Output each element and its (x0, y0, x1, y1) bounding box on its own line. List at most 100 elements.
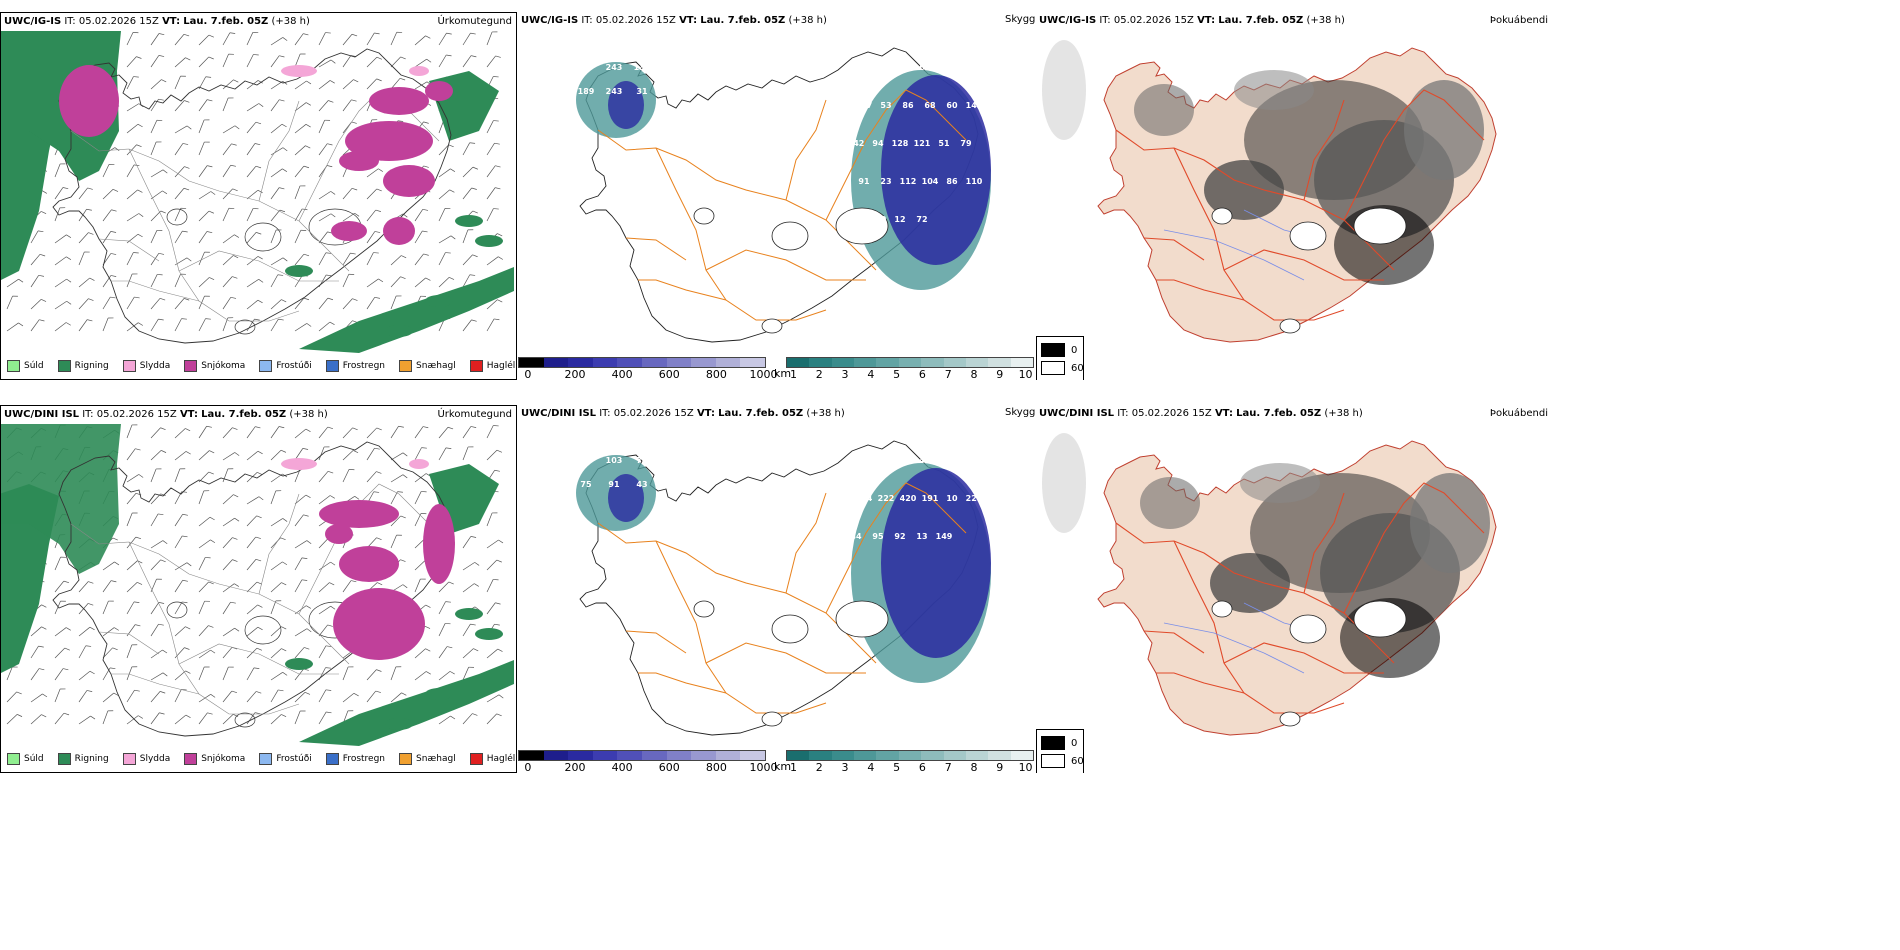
wind-barb (102, 317, 114, 332)
road-line (178, 643, 339, 675)
param-title: Úrkomutegund (437, 16, 512, 27)
colorbar-unit: km (774, 367, 792, 380)
panel-header: UWC/DINI ISL IT: 05.02.2026 15Z VT: Lau.… (521, 408, 845, 419)
wind-barb (126, 601, 140, 615)
wind-barb (198, 277, 215, 288)
wind-barb (150, 169, 168, 178)
wind-barb (150, 297, 166, 310)
colorbar-strip (786, 750, 1034, 761)
colorbar-tick: 3 (841, 761, 849, 773)
wind-barb (486, 425, 499, 439)
colorbar-segment (809, 358, 832, 367)
wind-barb (6, 714, 23, 725)
visibility-area (608, 81, 644, 129)
wind-barb (174, 57, 191, 68)
wind-barb (414, 513, 427, 527)
wind-barb (54, 712, 70, 725)
wind-barb (318, 100, 334, 112)
wind-barb (78, 208, 92, 222)
wind-barb (414, 491, 427, 505)
colorbar-tick: 1000 (749, 368, 778, 380)
wind-barb (6, 295, 18, 310)
road-line (638, 279, 727, 301)
visibility-label: 139 (870, 63, 887, 72)
road-line (70, 130, 350, 272)
wind-barb (294, 33, 309, 46)
wind-barb (174, 428, 191, 439)
wind-barb (246, 426, 261, 439)
road-line (705, 642, 866, 674)
wind-barb (342, 666, 354, 681)
map-content (1, 31, 514, 353)
wind-barb (366, 690, 381, 703)
legend-swatch (325, 360, 339, 372)
wind-barb (438, 601, 451, 615)
legend-swatch (259, 360, 273, 372)
wind-barb (150, 229, 163, 244)
colorbar-segment (543, 751, 569, 760)
wind-barb (390, 255, 407, 266)
visibility-label: 43 (636, 480, 647, 489)
wind-barb (342, 187, 358, 200)
wind-barb (342, 55, 357, 68)
visibility-label: 162 (914, 63, 931, 72)
wind-barb (102, 561, 120, 571)
wind-barb (30, 253, 46, 266)
colorbar-tick: 200 (564, 761, 586, 773)
wind-barb (198, 450, 215, 461)
wind-barb (246, 515, 262, 527)
colorbar-strip (518, 750, 766, 761)
precip-map (1, 424, 514, 746)
wind-barb (222, 125, 240, 134)
wind-barb (150, 559, 166, 571)
wind-barb (486, 165, 501, 178)
fog-area (1210, 553, 1290, 613)
glacier-outline (693, 207, 715, 225)
wind-barb (126, 644, 138, 659)
wind-barb (318, 446, 330, 461)
wind-barb (342, 212, 360, 222)
wind-barb (390, 474, 408, 483)
wind-barb (126, 252, 139, 266)
wind-barb (126, 76, 139, 90)
visibility-label: 149 (936, 532, 953, 541)
wind-barb (126, 296, 140, 310)
wind-barb (438, 168, 456, 178)
visibility-label: 131 (634, 63, 651, 72)
colorbar-tick: 400 (611, 368, 633, 380)
wind-barb (174, 100, 190, 112)
legend-item: Rigning (57, 753, 109, 765)
wind-barb (78, 715, 96, 725)
visibility-label: 110 (966, 177, 983, 186)
wind-barb (486, 120, 499, 134)
wind-barb (198, 625, 214, 637)
wind-barb (126, 512, 138, 527)
visibility-label: 243 (606, 63, 623, 72)
visibility-label: 143 (966, 101, 983, 110)
rain-area (299, 660, 514, 746)
colorbar-tick: 600 (658, 761, 680, 773)
wind-barb (390, 452, 408, 461)
wind-barb (462, 142, 476, 156)
colorbar-segment (592, 358, 618, 367)
wind-barb (246, 232, 262, 244)
wind-barb (30, 693, 48, 703)
param-title: Úrkomutegund (437, 409, 512, 420)
visibility-label: 10 (946, 494, 958, 503)
wind-barb (414, 671, 431, 681)
wind-barb (6, 278, 24, 288)
colorbar-segment (988, 358, 1011, 367)
wind-barb (150, 427, 166, 439)
wind-barb (366, 209, 381, 222)
wind-barb (150, 540, 168, 549)
wind-barb (438, 144, 454, 156)
wind-barb (150, 274, 163, 288)
fog-area (1140, 477, 1200, 529)
visibility-label: 332 (534, 53, 551, 62)
snow-area (383, 165, 435, 197)
road-line (825, 89, 967, 221)
wind-barb (462, 648, 479, 659)
wind-barb (486, 208, 499, 222)
wind-barb (270, 449, 287, 461)
visibility-label: 92 (536, 446, 547, 455)
